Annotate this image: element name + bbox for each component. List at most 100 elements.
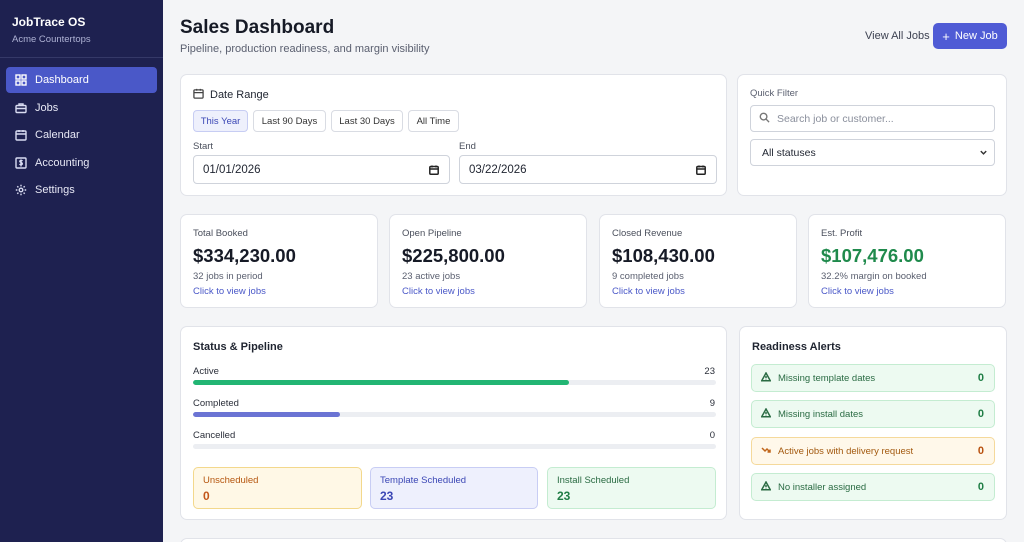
alert-label: Missing template dates <box>778 372 876 384</box>
alert-no-installer[interactable]: No installer assigned 0 <box>751 473 995 501</box>
bar-count-cancelled: 0 <box>709 430 715 441</box>
status-box-count: 23 <box>557 489 571 503</box>
preset-this-year[interactable]: This Year <box>193 110 248 132</box>
sidebar: JobTrace OS Acme Countertops Dashboard J… <box>0 0 163 542</box>
view-all-jobs-link[interactable]: View All Jobs <box>865 30 930 42</box>
stat-sub: 32.2% margin on booked <box>821 271 927 282</box>
main-content: Sales Dashboard Pipeline, production rea… <box>163 0 1024 542</box>
view-jobs-link[interactable]: Click to view jobs <box>193 286 266 297</box>
app-name: JobTrace OS <box>12 15 86 29</box>
sidebar-item-accounting[interactable]: Accounting <box>6 150 157 176</box>
preset-all-time[interactable]: All Time <box>408 110 459 132</box>
alert-missing-install-dates[interactable]: Missing install dates 0 <box>751 400 995 428</box>
gear-icon <box>14 184 27 197</box>
alert-label: No installer assigned <box>778 481 867 493</box>
sidebar-item-settings[interactable]: Settings <box>6 177 157 203</box>
stat-card-total-booked[interactable]: Total Booked $334,230.00 32 jobs in peri… <box>180 214 378 308</box>
preset-last-30-days[interactable]: Last 30 Days <box>331 110 403 132</box>
search-icon <box>759 112 777 126</box>
calendar-icon <box>14 129 27 142</box>
status-box-label: Install Scheduled <box>557 475 630 486</box>
progress-fill-active <box>193 380 569 385</box>
warning-icon <box>760 479 778 494</box>
readiness-alerts-card: Readiness Alerts Missing template dates … <box>739 326 1007 520</box>
end-date-input[interactable]: 03/22/2026 <box>459 155 717 184</box>
warning-icon <box>760 370 778 385</box>
alert-label: Active jobs with delivery request <box>778 445 914 457</box>
stat-value: $334,230.00 <box>193 245 296 266</box>
alert-count: 0 <box>977 445 984 457</box>
stat-card-est-profit[interactable]: Est. Profit $107,476.00 32.2% margin on … <box>808 214 1006 308</box>
start-date-input[interactable]: 01/01/2026 <box>193 155 450 184</box>
calendar-picker-icon[interactable] <box>696 165 706 178</box>
sidebar-item-label: Settings <box>35 184 75 197</box>
status-pipeline-card: Status & Pipeline Active 23 Completed 9 … <box>180 326 727 520</box>
quick-filter-title: Quick Filter <box>750 88 799 99</box>
status-box-install-scheduled[interactable]: Install Scheduled 23 <box>547 467 716 509</box>
alert-missing-template-dates[interactable]: Missing template dates 0 <box>751 364 995 392</box>
stat-value: $107,476.00 <box>821 245 924 266</box>
stat-sub: 23 active jobs <box>402 271 461 282</box>
status-box-count: 0 <box>203 489 210 503</box>
bar-label-completed: Completed <box>193 398 239 409</box>
page-title: Sales Dashboard <box>180 17 335 38</box>
calendar-picker-icon[interactable] <box>429 165 439 178</box>
new-job-button[interactable]: + New Job <box>933 23 1007 49</box>
alert-count: 0 <box>977 408 984 420</box>
sidebar-item-dashboard[interactable]: Dashboard <box>6 67 157 93</box>
dashboard-icon <box>14 74 27 87</box>
status-box-unscheduled[interactable]: Unscheduled 0 <box>193 467 362 509</box>
stat-card-closed-revenue[interactable]: Closed Revenue $108,430.00 9 completed j… <box>599 214 797 308</box>
stat-value: $108,430.00 <box>612 245 715 266</box>
bar-label-cancelled: Cancelled <box>193 430 236 441</box>
new-job-label: New Job <box>954 30 998 42</box>
stat-label: Open Pipeline <box>402 228 462 239</box>
progress-track-completed <box>193 412 716 417</box>
warning-icon <box>760 406 778 421</box>
next-section-card <box>180 538 1007 542</box>
view-jobs-link[interactable]: Click to view jobs <box>402 286 475 297</box>
progress-track-cancelled <box>193 444 716 449</box>
stat-card-open-pipeline[interactable]: Open Pipeline $225,800.00 23 active jobs… <box>389 214 587 308</box>
brand: JobTrace OS Acme Countertops <box>0 0 163 58</box>
preset-last-90-days[interactable]: Last 90 Days <box>253 110 326 132</box>
sidebar-nav: Dashboard Jobs Calendar Accounting Setti… <box>0 58 163 214</box>
briefcase-icon <box>14 101 27 114</box>
pipeline-title: Status & Pipeline <box>193 341 283 353</box>
sidebar-item-calendar[interactable]: Calendar <box>6 122 157 148</box>
stat-value: $225,800.00 <box>402 245 505 266</box>
date-range-title: Date Range <box>210 89 269 101</box>
calendar-icon <box>193 88 210 102</box>
quick-filter-card: Quick Filter Search job or customer... A… <box>737 74 1007 196</box>
plus-icon: + <box>942 28 950 44</box>
sidebar-item-jobs[interactable]: Jobs <box>6 95 157 121</box>
company-name: Acme Countertops <box>12 34 91 45</box>
stat-sub: 32 jobs in period <box>193 271 263 282</box>
stat-label: Total Booked <box>193 228 248 239</box>
bar-count-completed: 9 <box>709 398 715 409</box>
end-label: End <box>459 141 476 152</box>
status-box-template-scheduled[interactable]: Template Scheduled 23 <box>370 467 538 509</box>
status-select[interactable]: All statuses <box>750 139 995 166</box>
page-subtitle: Pipeline, production readiness, and marg… <box>180 43 430 55</box>
sidebar-item-label: Calendar <box>35 129 80 142</box>
bar-label-active: Active <box>193 366 219 377</box>
alert-delivery-request[interactable]: Active jobs with delivery request 0 <box>751 437 995 465</box>
stat-sub: 9 completed jobs <box>612 271 684 282</box>
status-select-value: All statuses <box>762 146 816 159</box>
stat-label: Closed Revenue <box>612 228 683 239</box>
date-range-card: Date Range This Year Last 90 Days Last 3… <box>180 74 727 196</box>
sidebar-item-label: Jobs <box>35 101 59 114</box>
search-placeholder: Search job or customer... <box>777 112 894 125</box>
status-box-count: 23 <box>380 489 394 503</box>
trend-down-icon <box>761 445 778 458</box>
view-jobs-link[interactable]: Click to view jobs <box>821 286 894 297</box>
search-input[interactable]: Search job or customer... <box>750 105 995 132</box>
alert-count: 0 <box>977 481 984 493</box>
view-jobs-link[interactable]: Click to view jobs <box>612 286 685 297</box>
date-range-header: Date Range <box>193 88 269 102</box>
start-date-value: 01/01/2026 <box>203 163 261 176</box>
progress-track-active <box>193 380 716 385</box>
status-box-label: Template Scheduled <box>380 475 467 486</box>
start-label: Start <box>193 141 214 152</box>
